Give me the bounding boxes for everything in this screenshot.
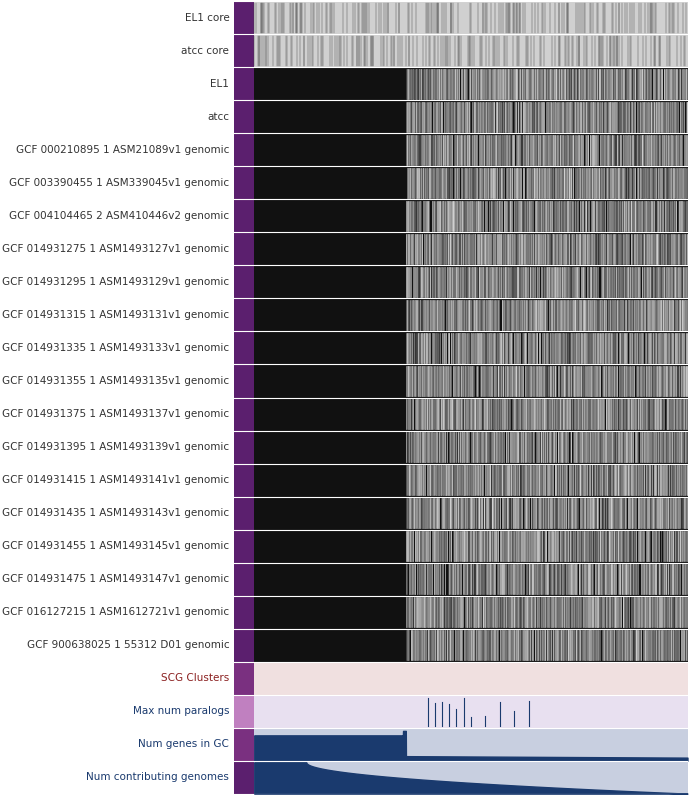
Bar — [254, 695, 688, 727]
Bar — [234, 398, 254, 431]
Bar — [254, 629, 688, 661]
Bar — [234, 727, 254, 761]
Bar — [254, 497, 688, 529]
Bar — [234, 2, 254, 34]
Bar — [254, 200, 688, 232]
Text: Max num paralogs: Max num paralogs — [133, 706, 229, 716]
Bar — [254, 266, 688, 298]
Bar — [234, 463, 254, 497]
Bar — [234, 100, 254, 134]
Text: SCG Clusters: SCG Clusters — [161, 673, 229, 683]
Text: GCF 003390455 1 ASM339045v1 genomic: GCF 003390455 1 ASM339045v1 genomic — [9, 178, 229, 188]
Text: GCF 900638025 1 55312 D01 genomic: GCF 900638025 1 55312 D01 genomic — [27, 640, 229, 650]
Text: GCF 014931275 1 ASM1493127v1 genomic: GCF 014931275 1 ASM1493127v1 genomic — [2, 244, 229, 254]
Bar — [234, 166, 254, 200]
Text: atcc: atcc — [207, 112, 229, 122]
Bar — [234, 761, 254, 793]
Text: GCF 014931415 1 ASM1493141v1 genomic: GCF 014931415 1 ASM1493141v1 genomic — [2, 475, 229, 485]
Bar — [254, 661, 688, 695]
Text: GCF 000210895 1 ASM21089v1 genomic: GCF 000210895 1 ASM21089v1 genomic — [16, 145, 229, 155]
Bar — [254, 431, 688, 463]
Bar — [254, 332, 688, 364]
Bar — [254, 166, 688, 200]
Bar — [234, 200, 254, 232]
Bar — [254, 232, 688, 266]
Bar — [234, 232, 254, 266]
Bar — [254, 563, 688, 595]
Bar — [254, 529, 688, 563]
Bar — [254, 100, 688, 134]
Bar — [234, 68, 254, 100]
Text: GCF 014931335 1 ASM1493133v1 genomic: GCF 014931335 1 ASM1493133v1 genomic — [2, 343, 229, 353]
Bar — [234, 563, 254, 595]
Bar — [234, 529, 254, 563]
Bar — [254, 364, 688, 398]
Bar — [254, 134, 688, 166]
Text: Num genes in GC: Num genes in GC — [138, 739, 229, 749]
Text: GCF 016127215 1 ASM1612721v1 genomic: GCF 016127215 1 ASM1612721v1 genomic — [2, 607, 229, 617]
Bar — [234, 497, 254, 529]
Bar — [234, 266, 254, 298]
Text: GCF 004104465 2 ASM410446v2 genomic: GCF 004104465 2 ASM410446v2 genomic — [9, 211, 229, 221]
Bar — [254, 398, 688, 431]
Bar — [234, 298, 254, 332]
Bar — [234, 629, 254, 661]
Bar — [254, 727, 688, 761]
Bar — [234, 332, 254, 364]
Bar — [234, 695, 254, 727]
Text: atcc core: atcc core — [181, 46, 229, 56]
Bar — [254, 463, 688, 497]
Text: GCF 014931295 1 ASM1493129v1 genomic: GCF 014931295 1 ASM1493129v1 genomic — [2, 277, 229, 287]
Text: GCF 014931395 1 ASM1493139v1 genomic: GCF 014931395 1 ASM1493139v1 genomic — [2, 442, 229, 452]
Text: GCF 014931355 1 ASM1493135v1 genomic: GCF 014931355 1 ASM1493135v1 genomic — [2, 376, 229, 386]
Text: GCF 014931455 1 ASM1493145v1 genomic: GCF 014931455 1 ASM1493145v1 genomic — [2, 541, 229, 551]
Text: GCF 014931475 1 ASM1493147v1 genomic: GCF 014931475 1 ASM1493147v1 genomic — [2, 574, 229, 584]
Bar — [254, 298, 688, 332]
Text: Num contributing genomes: Num contributing genomes — [86, 772, 229, 782]
Text: GCF 014931435 1 ASM1493143v1 genomic: GCF 014931435 1 ASM1493143v1 genomic — [2, 508, 229, 518]
Bar — [254, 68, 688, 100]
Bar — [254, 2, 688, 34]
Text: GCF 014931315 1 ASM1493131v1 genomic: GCF 014931315 1 ASM1493131v1 genomic — [2, 310, 229, 320]
Bar — [254, 761, 688, 793]
Bar — [254, 34, 688, 68]
Bar — [234, 134, 254, 166]
Bar — [234, 431, 254, 463]
Bar — [234, 364, 254, 398]
Bar — [234, 661, 254, 695]
Bar — [254, 595, 688, 629]
Text: GCF 014931375 1 ASM1493137v1 genomic: GCF 014931375 1 ASM1493137v1 genomic — [2, 409, 229, 419]
Text: EL1: EL1 — [210, 79, 229, 89]
Bar — [234, 595, 254, 629]
Bar — [234, 34, 254, 68]
Text: EL1 core: EL1 core — [185, 13, 229, 23]
